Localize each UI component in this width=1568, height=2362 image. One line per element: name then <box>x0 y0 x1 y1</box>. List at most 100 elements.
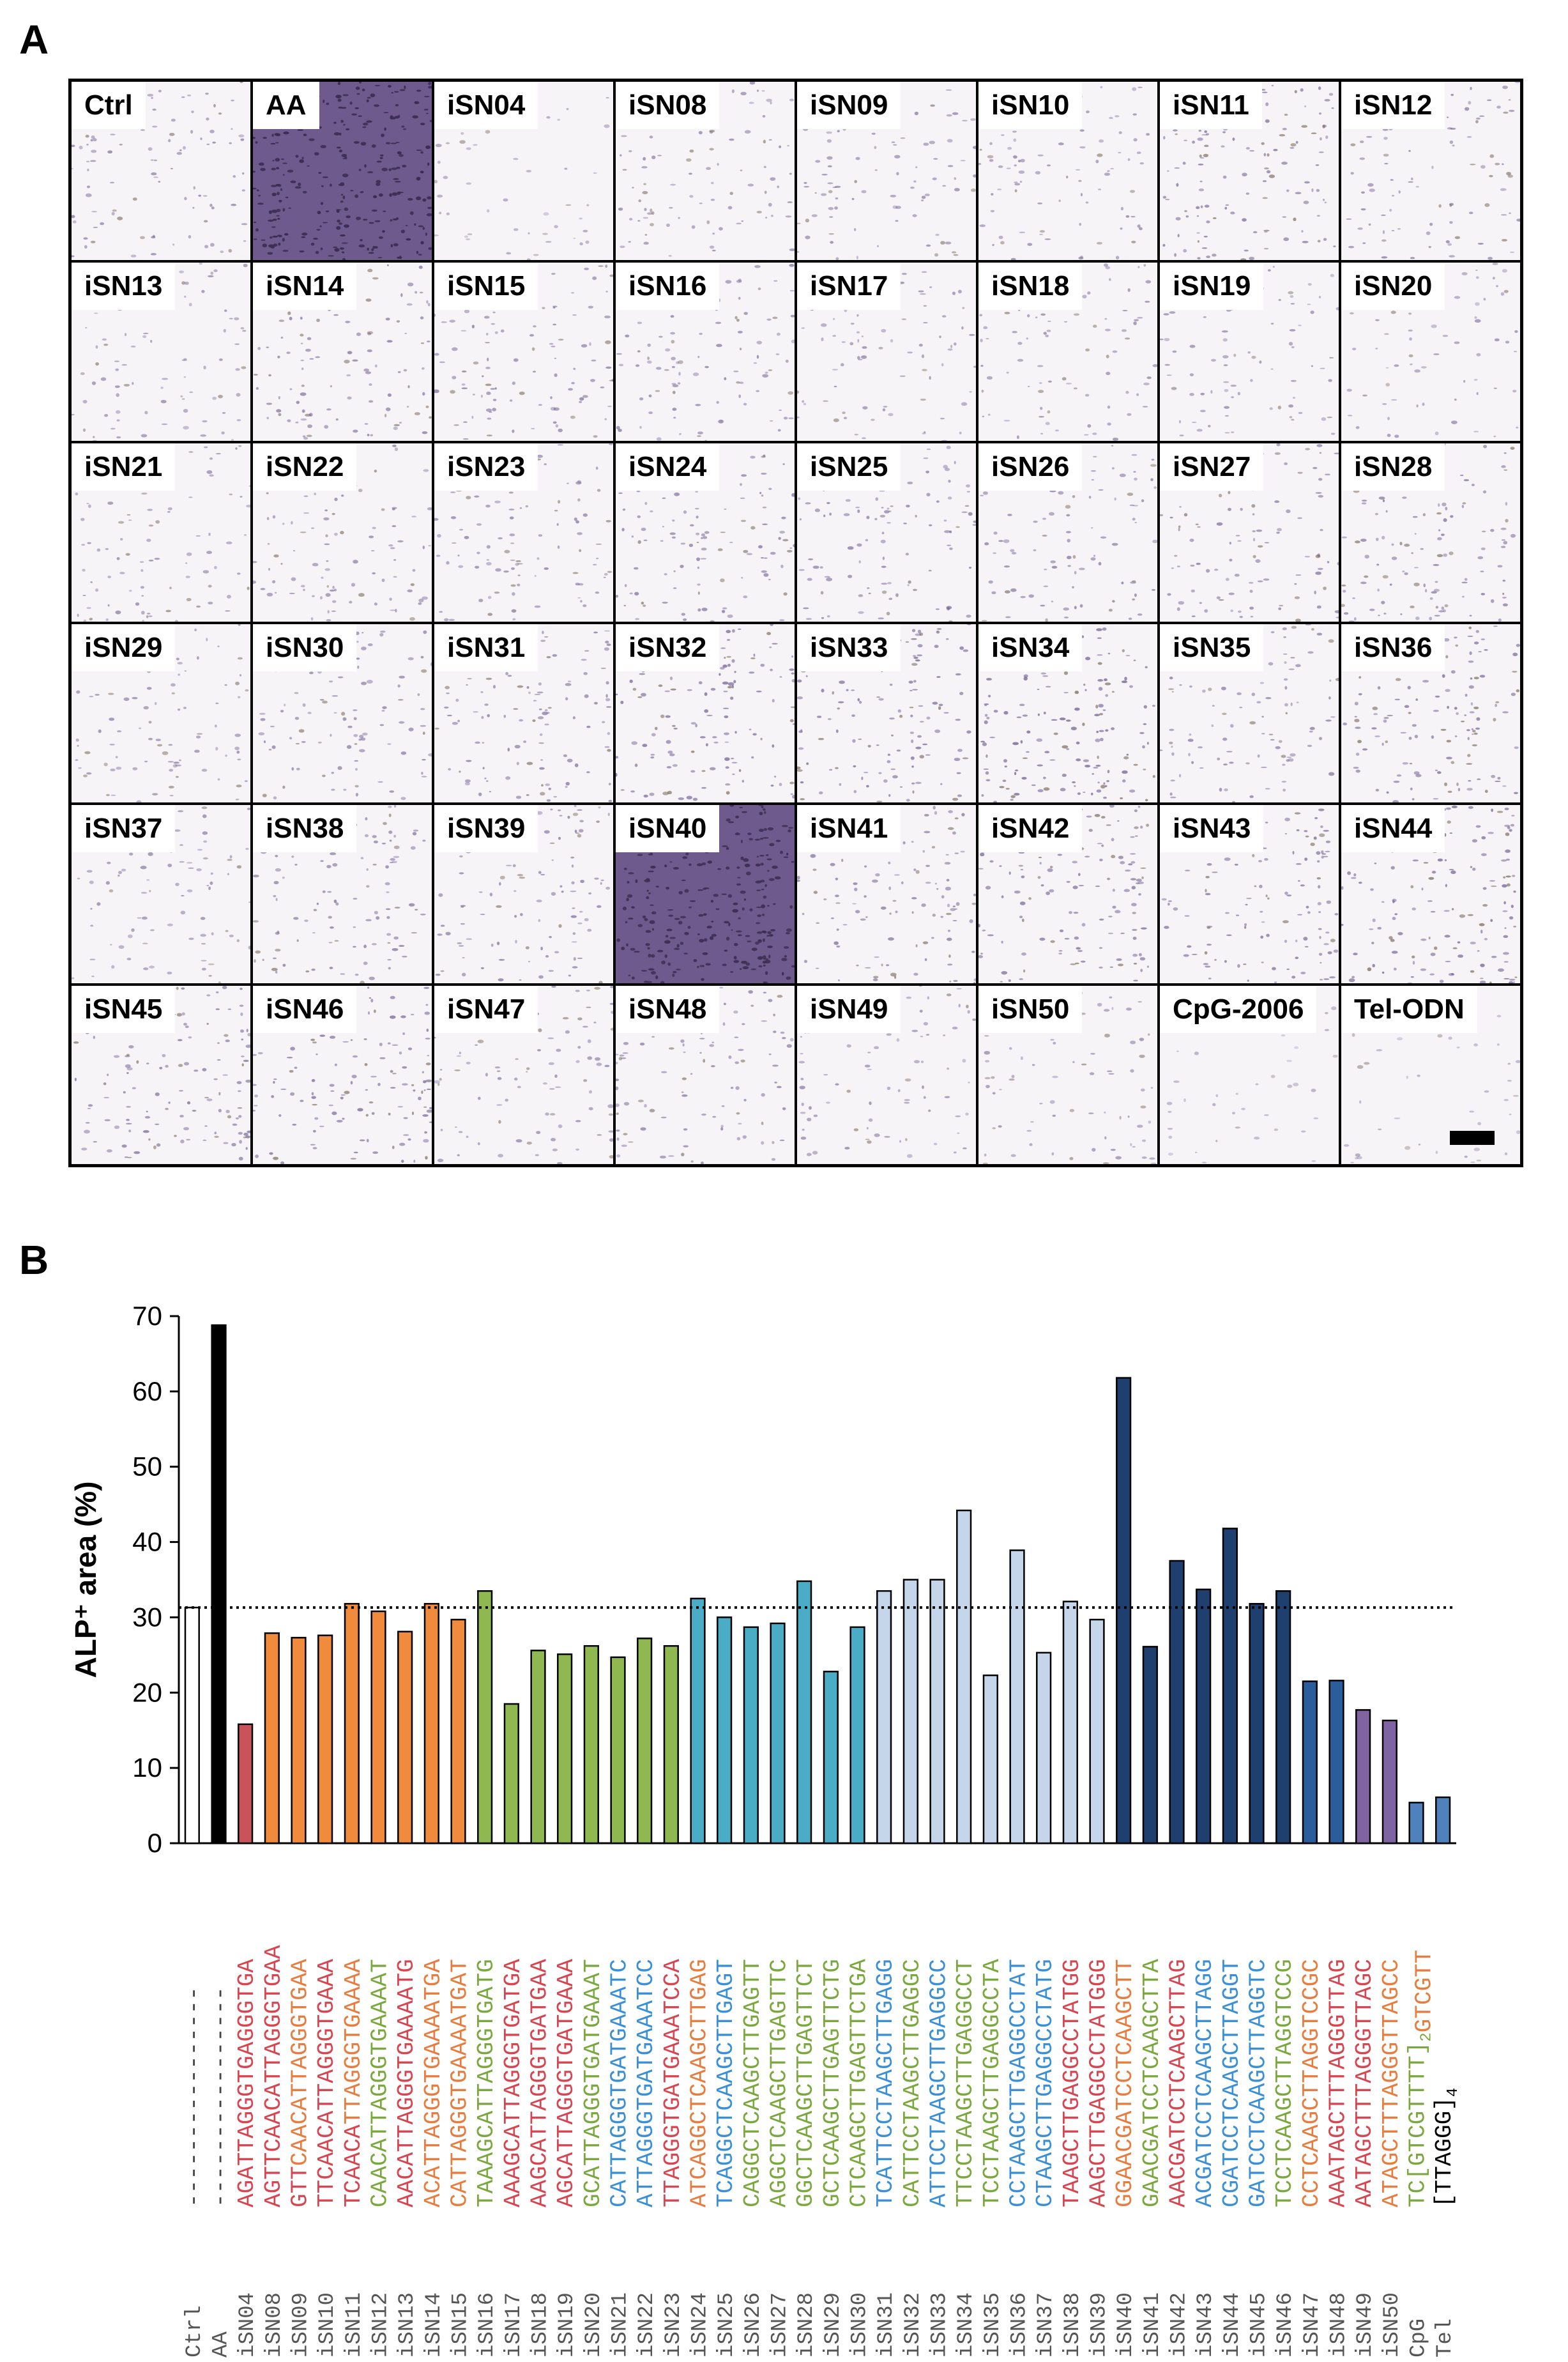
bar <box>1196 1588 1212 1844</box>
tile-label: iSN20 <box>1341 263 1445 310</box>
bar <box>849 1626 865 1844</box>
sequence-label: AAGCTTGAGGCCTATGGG <box>1086 1959 1112 2207</box>
tile-label: iSN22 <box>253 443 357 491</box>
category-label: iSN41 <box>1141 2292 1165 2358</box>
tile-label: iSN44 <box>1341 805 1445 852</box>
tile-label: iSN48 <box>616 986 720 1033</box>
category-label: iSN43 <box>1194 2292 1218 2358</box>
sequence-label: ACATTAGGGTGAAAATGA <box>420 1959 446 2207</box>
tile-label: iSN23 <box>434 443 538 491</box>
scale-bar <box>1450 1131 1495 1145</box>
sequence-label: TCAGGCTCAAGCTTGAGT <box>713 1959 739 2207</box>
tile-label: iSN35 <box>1160 624 1264 671</box>
tile-label: iSN43 <box>1160 805 1264 852</box>
stain-tile: iSN29 <box>72 624 250 802</box>
bar <box>1435 1796 1451 1844</box>
category-label: iSN24 <box>689 2292 713 2358</box>
sequence-label: TTCCTAAGCTTGAGGCCT <box>952 1959 978 2207</box>
category-label: iSN16 <box>475 2292 499 2358</box>
category-label: iSN44 <box>1221 2292 1245 2358</box>
sequence-label: CCTCAAGCTTAGGTCCGC <box>1298 1959 1325 2207</box>
alp-bar-chart: 0 10 20 30 40 50 60 70 ALP⁺ area (%) ------------… <box>69 1301 1462 2358</box>
panel-b-letter: B <box>19 1237 49 1283</box>
category-label: iSN27 <box>768 2292 793 2358</box>
bar <box>477 1590 493 1844</box>
bar <box>1302 1680 1318 1844</box>
stain-tile: Ctrl <box>72 82 250 260</box>
tile-label: iSN08 <box>616 82 720 129</box>
category-label: Ctrl <box>183 2305 207 2358</box>
stain-tile: iSN45 <box>72 986 250 1164</box>
bar <box>876 1590 892 1844</box>
tile-label: iSN47 <box>434 986 538 1033</box>
tile-label: iSN04 <box>434 82 538 129</box>
sequence-label: CAACATTAGGGTGAAAAT <box>367 1959 393 2207</box>
sequence-label: GATCCTCAAGCTTAGGTC <box>1245 1959 1272 2207</box>
sequence-label: ATCAGGCTCAAGCTTGAG <box>687 1959 713 2207</box>
sequence-label: AGGCTCAAGCTTGAGTTC <box>766 1959 793 2207</box>
stain-tile: iSN20 <box>1341 263 1520 441</box>
stain-tile: iSN50 <box>978 986 1157 1164</box>
category-label: iSN04 <box>236 2292 260 2358</box>
y-tick-label: 20 <box>132 1677 162 1707</box>
stain-tile: iSN27 <box>1160 443 1339 622</box>
category-label: iSN14 <box>422 2292 446 2358</box>
stain-tile: iSN37 <box>72 805 250 983</box>
bar <box>238 1723 254 1844</box>
category-label: CpG <box>1407 2319 1431 2358</box>
category-label: iSN47 <box>1300 2292 1325 2358</box>
tile-label: iSN09 <box>797 82 901 129</box>
bar <box>637 1637 653 1844</box>
tile-label: iSN36 <box>1341 624 1445 671</box>
sequence-label: GTTCAACATTAGGGTGAA <box>287 1959 314 2207</box>
category-label: iSN32 <box>901 2292 925 2358</box>
panel-a-letter: A <box>19 17 49 63</box>
sequence-label: AATAGCTTTAGGGTTAGC <box>1351 1959 1378 2207</box>
tile-label: iSN41 <box>797 805 901 852</box>
stain-tile: iSN34 <box>978 624 1157 802</box>
tile-label: iSN38 <box>253 805 357 852</box>
tile-label: iSN14 <box>253 263 357 310</box>
bar <box>1382 1719 1397 1844</box>
bar <box>796 1580 812 1844</box>
stain-tile: iSN48 <box>616 986 795 1164</box>
category-label: iSN37 <box>1034 2292 1058 2358</box>
stain-tile: iSN18 <box>978 263 1157 441</box>
bar <box>503 1703 519 1844</box>
sequence-label: CATTCCTAAGCTTGAGGC <box>899 1959 925 2207</box>
sequence-label: TCATTCCTAAGCTTGAGG <box>872 1959 899 2207</box>
tile-label: iSN33 <box>797 624 901 671</box>
sequence-label: GCATTAGGGTGATGAAAT <box>580 1959 606 2207</box>
bar <box>982 1674 998 1844</box>
category-label: iSN39 <box>1088 2292 1112 2358</box>
tile-label: iSN15 <box>434 263 538 310</box>
bar <box>690 1597 706 1844</box>
category-label: iSN11 <box>342 2292 367 2358</box>
sequence-label: TCCTAAGCTTGAGGCCTA <box>979 1959 1005 2207</box>
y-tick-label: 50 <box>132 1452 162 1482</box>
y-tick-label: 0 <box>148 1828 162 1858</box>
category-label: iSN48 <box>1327 2292 1351 2358</box>
sequence-label: CGATCCTCAAGCTTAGGT <box>1219 1959 1245 2207</box>
category-label: iSN49 <box>1353 2292 1378 2358</box>
sequence-label: CCTAAGCTTGAGGCCTAT <box>1006 1959 1032 2207</box>
tile-label: iSN28 <box>1341 443 1445 491</box>
stain-tile: iSN23 <box>434 443 613 622</box>
stain-tile: iSN28 <box>1341 443 1520 622</box>
sequence-label: CATTAGGGTGATGAAATC <box>607 1959 633 2207</box>
tile-label: iSN11 <box>1160 82 1262 129</box>
bar <box>317 1634 333 1844</box>
tile-label: iSN45 <box>72 986 176 1033</box>
tile-label: iSN30 <box>253 624 357 671</box>
category-label: iSN20 <box>582 2292 606 2358</box>
bar <box>902 1579 918 1844</box>
sequence-label: ATTCCTAAGCTTGAGGCC <box>926 1959 952 2207</box>
tile-label: iSN27 <box>1160 443 1264 491</box>
bar <box>264 1632 280 1844</box>
bar <box>1249 1602 1265 1844</box>
sequence-label: GGCTCAAGCTTGAGTTCT <box>793 1959 819 2207</box>
category-label: iSN08 <box>263 2292 287 2358</box>
category-label: iSN31 <box>874 2292 899 2358</box>
category-label: iSN40 <box>1114 2292 1138 2358</box>
sequence-label: TCCTCAAGCTTAGGTCCG <box>1272 1959 1298 2207</box>
